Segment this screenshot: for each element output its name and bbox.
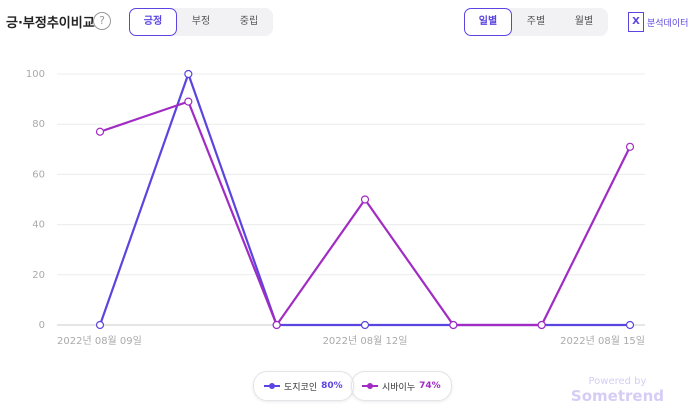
- legend-item[interactable]: 시바이누 74%: [351, 371, 452, 401]
- point: [184, 97, 193, 106]
- title: 긍·부정추이비교: [6, 16, 95, 31]
- series-line: [99, 100, 631, 328]
- x-tick-label: 2022년 08월 12일: [323, 335, 408, 347]
- point: [449, 320, 458, 330]
- export-button[interactable]: X 분석데이터: [628, 12, 688, 32]
- period-tabs: 일별 주별 월별: [464, 8, 608, 36]
- tab[interactable]: 주별: [526, 16, 546, 27]
- watermark: Powered by Sometrend: [571, 376, 664, 405]
- brand: Sometrend: [570, 387, 664, 405]
- point: [95, 127, 105, 136]
- excel-icon: X: [628, 12, 644, 32]
- legend-marker: [264, 383, 280, 389]
- tab[interactable]: 부정: [191, 16, 211, 27]
- y-tick-label: 40: [32, 220, 45, 231]
- legend-label: 도지코인: [284, 382, 318, 393]
- point: [360, 320, 370, 330]
- tab[interactable]: 월별: [574, 16, 594, 27]
- help-icon[interactable]: ?: [93, 12, 111, 30]
- point: [95, 320, 105, 330]
- point: [360, 195, 370, 204]
- legend-item[interactable]: 도지코인 80%: [253, 371, 354, 401]
- y-tick-label: 20: [32, 270, 45, 281]
- y-tick-label: 0: [39, 320, 45, 331]
- point: [625, 142, 635, 151]
- export-label: 분석데이터: [647, 18, 689, 29]
- point: [537, 320, 546, 330]
- y-tick-label: 60: [32, 169, 45, 180]
- legend-share: 74%: [419, 381, 441, 391]
- legend-share: 80%: [321, 381, 343, 391]
- x-tick-label: 2022년 08월 09일: [57, 335, 142, 347]
- x-tick-label: 2022년 08월 15일: [560, 335, 645, 347]
- tab[interactable]: 일별: [464, 8, 512, 36]
- tab[interactable]: 중립: [239, 16, 259, 27]
- y-tick-label: 100: [26, 69, 45, 80]
- tab[interactable]: 긍정: [129, 8, 177, 36]
- point: [184, 69, 193, 79]
- legend-marker: [362, 383, 378, 389]
- powered-by: Powered by: [588, 376, 647, 387]
- point: [272, 320, 281, 330]
- legend-label: 시바이누: [382, 382, 416, 393]
- y-tick-label: 80: [32, 119, 45, 130]
- sentiment-tabs: 긍정 부정 중립: [129, 8, 273, 36]
- point: [625, 320, 635, 330]
